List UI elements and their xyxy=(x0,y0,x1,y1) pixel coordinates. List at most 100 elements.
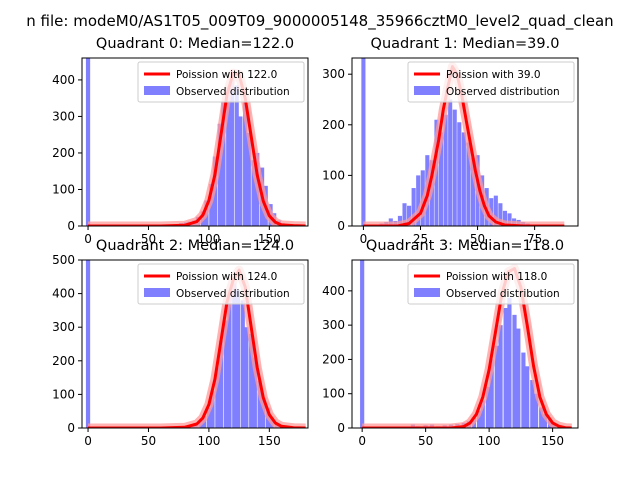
axes-frame xyxy=(351,259,579,429)
histogram-bar xyxy=(252,357,257,428)
legend: Poission with 118.0 Observed distribution xyxy=(407,263,575,305)
histogram-bar xyxy=(452,109,457,226)
subplot-quadrant-1: 0 25 50 75 0 100 200 300 Quadrant 1: Median=39.0… xyxy=(322,36,579,246)
legend-bar-swatch xyxy=(414,86,440,95)
legend-label-observed: Observed distribution xyxy=(176,86,290,98)
legend-label-observed: Observed distribution xyxy=(446,86,560,98)
x-tick-label: 0 xyxy=(358,434,366,448)
x-tick-label: 50 xyxy=(141,434,156,448)
legend-label-observed: Observed distribution xyxy=(176,288,290,300)
x-tick-label: 150 xyxy=(258,434,281,448)
figure-suptitle: n file: modeM0/AS1T05_009T09_9000005148_… xyxy=(26,12,613,31)
legend-bar-swatch xyxy=(414,288,440,297)
histogram-bar xyxy=(498,325,503,428)
histogram-bar xyxy=(240,300,245,428)
histogram-bar xyxy=(539,407,544,428)
legend-box xyxy=(137,61,305,103)
legend-label-poisson: Poission with 124.0 xyxy=(176,271,277,283)
histogram-bar xyxy=(507,297,512,428)
axes-frame xyxy=(351,57,579,227)
histogram-bar xyxy=(525,366,530,428)
histogram-bar xyxy=(530,380,535,428)
x-tick-label: 50 xyxy=(418,434,433,448)
x-tick-label: 0 xyxy=(360,232,368,246)
histogram-bar xyxy=(238,116,243,226)
y-tick-label: 100 xyxy=(52,387,75,401)
legend-bar-swatch xyxy=(144,288,170,297)
legend: Poission with 124.0 Observed distribution xyxy=(137,263,305,305)
subplot-quadrant-3: 0 50 100 150 0 100 200 300 400 Quadrant 3: Median… xyxy=(322,238,579,448)
y-tick-label: 300 xyxy=(52,109,75,123)
histogram-bar xyxy=(489,359,494,428)
x-tick-label: 25 xyxy=(413,232,428,246)
x-tick-label: 100 xyxy=(197,232,220,246)
histogram-bar xyxy=(416,175,421,226)
histogram-bar xyxy=(443,114,448,226)
y-tick-label: 200 xyxy=(322,118,345,132)
subplot-quadrant-0: 0 50 100 150 0 100 200 300 400 Quadrant 0: Median… xyxy=(52,36,309,246)
x-tick-label: 50 xyxy=(470,232,485,246)
subplot-title: Quadrant 0: Median=122.0 xyxy=(96,36,294,52)
histogram-bar xyxy=(249,333,254,428)
x-tick-label: 150 xyxy=(258,232,281,246)
y-tick-label: 100 xyxy=(322,387,345,401)
histogram-bar xyxy=(485,386,490,428)
y-tick-label: 400 xyxy=(52,287,75,301)
histogram-bar xyxy=(498,203,503,226)
legend-label-observed: Observed distribution xyxy=(446,288,560,300)
histogram-bar xyxy=(407,205,412,226)
y-tick-label: 0 xyxy=(337,421,345,435)
histogram-bar xyxy=(534,393,539,428)
legend-box xyxy=(407,263,575,305)
x-tick-label: 75 xyxy=(527,232,542,246)
y-tick-label: 100 xyxy=(52,182,75,196)
histogram-bar xyxy=(457,122,462,226)
x-tick-label: 0 xyxy=(84,434,92,448)
histogram-bar xyxy=(438,132,444,226)
histogram-bar xyxy=(411,188,416,226)
histogram-bar xyxy=(206,407,212,428)
y-tick-label: 0 xyxy=(337,219,345,233)
axes-frame xyxy=(81,57,309,227)
histogram-bar xyxy=(470,157,476,226)
histogram-bar xyxy=(229,78,234,226)
histogram-bar xyxy=(227,296,232,428)
histogram-bar xyxy=(503,308,508,428)
histogram-bar xyxy=(234,85,239,226)
subplot-title: Quadrant 3: Median=118.0 xyxy=(366,238,564,254)
histogram-bar xyxy=(232,283,237,428)
histogram-bar xyxy=(480,400,485,428)
y-tick-label: 300 xyxy=(322,67,345,81)
legend-label-poisson: Poission with 122.0 xyxy=(176,69,277,81)
subplot-quadrant-2: 0 50 100 150 0 100 200 300 400 500 Quadrant 2: Med… xyxy=(52,238,309,448)
subplot-title: Quadrant 2: Median=124.0 xyxy=(96,238,294,254)
x-tick-label: 50 xyxy=(141,232,156,246)
histogram-bar xyxy=(466,142,471,226)
subplot-grid: 0 50 100 150 0 100 200 300 400 Quadrant 0: Median… xyxy=(52,36,579,448)
legend-label-poisson: Poission with 39.0 xyxy=(446,69,541,81)
y-tick-label: 200 xyxy=(52,354,75,368)
histogram-bar xyxy=(261,397,266,428)
histogram-bar xyxy=(221,101,226,226)
histogram-bar xyxy=(542,414,548,428)
histogram-bar xyxy=(246,132,251,226)
legend-bar-swatch xyxy=(144,86,170,95)
histogram-bar xyxy=(217,123,222,226)
legend-box xyxy=(137,263,305,305)
histogram-bar xyxy=(494,345,499,428)
y-tick-label: 200 xyxy=(52,146,75,160)
subplot-title: Quadrant 1: Median=39.0 xyxy=(371,36,560,52)
y-tick-label: 200 xyxy=(322,352,345,366)
y-tick-label: 0 xyxy=(67,219,75,233)
histogram-bar xyxy=(493,195,498,226)
legend: Poission with 122.0 Observed distribution xyxy=(137,61,305,103)
histogram-bar xyxy=(226,90,231,226)
y-tick-label: 0 xyxy=(67,421,75,435)
histogram-bar xyxy=(476,410,482,428)
histogram-bar xyxy=(502,210,508,226)
histogram-bar-zero xyxy=(85,58,91,226)
legend-label-poisson: Poission with 118.0 xyxy=(446,271,547,283)
y-tick-label: 400 xyxy=(52,73,75,87)
histogram-bar xyxy=(521,352,526,428)
legend-box xyxy=(407,61,575,103)
